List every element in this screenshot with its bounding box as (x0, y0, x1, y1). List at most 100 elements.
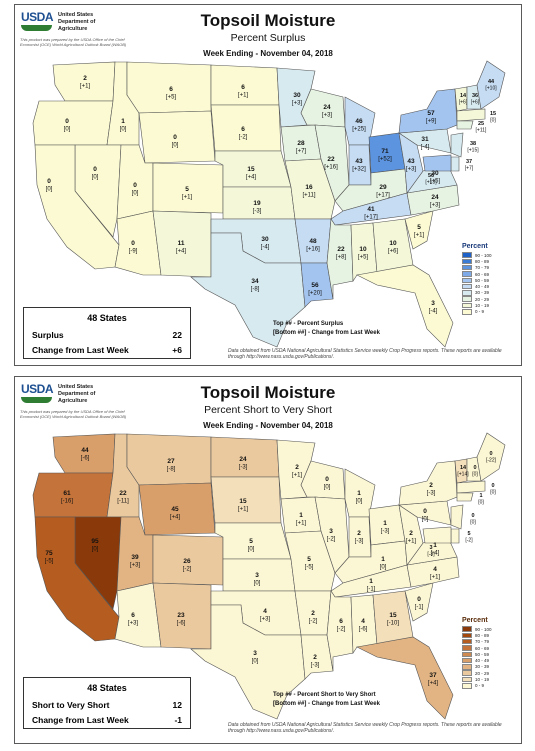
state-value-ne: 5 (249, 538, 253, 545)
state-change-ut: [0] (132, 191, 139, 197)
state-change-in: [+32] (352, 167, 366, 173)
map-subtitle: Percent Short to Very Short (204, 404, 332, 416)
state-value-wv: 2 (409, 530, 413, 537)
state-change-sd: [-2] (239, 135, 248, 141)
legend-label: 60 - 69 (475, 645, 490, 651)
state-value-de: 5 (467, 531, 470, 537)
surplus-panel: USDA United States Department of Agricul… (14, 4, 522, 366)
state-value-mt: 27 (167, 458, 175, 465)
state-value-la: 56 (311, 282, 319, 289)
state-nj (450, 132, 464, 158)
state-value-ks: 3 (255, 572, 259, 579)
state-value-tn: 41 (367, 206, 375, 213)
state-change-md: [+13] (425, 180, 437, 186)
state-change-ok: [-4] (261, 245, 270, 251)
legend-label: 0 - 9 (475, 309, 485, 315)
week-ending: Week Ending - November 04, 2018 (203, 49, 333, 58)
state-change-wa: [-6] (81, 456, 90, 462)
legend-item: 10 - 19 (462, 302, 516, 309)
state-value-ma: 0 (491, 483, 494, 489)
legend-label: 90 - 100 (475, 626, 492, 632)
state-change-ok: [+3] (260, 617, 271, 623)
state-value-ok: 4 (263, 608, 267, 615)
state-change-nh: [+6] (471, 100, 480, 106)
usda-logo: USDA United States Department of Agricul… (20, 382, 150, 406)
state-ny (398, 88, 458, 134)
agency-name: United States Department of Agriculture (58, 384, 96, 404)
state-change-il: [-2] (327, 537, 336, 543)
state-change-nc: [+1] (430, 575, 441, 581)
state-value-id: 22 (119, 490, 127, 497)
state-value-va: 30 (431, 170, 439, 177)
state-change-wa: [+1] (80, 84, 91, 90)
state-change-id: [0] (120, 127, 127, 133)
legend-swatch (462, 626, 472, 632)
state-wy (138, 110, 216, 164)
state-ca (34, 516, 120, 642)
state-value-wy: 45 (171, 506, 179, 513)
state-value-ok: 30 (261, 236, 269, 243)
state-value-sc: 0 (417, 596, 421, 603)
state-value-ca: 0 (47, 178, 51, 185)
state-value-az: 6 (131, 612, 135, 619)
state-change-or: [0] (64, 127, 71, 133)
state-value-ut: 39 (131, 554, 139, 561)
state-nc (406, 184, 460, 216)
legend-item: 20 - 29 (462, 670, 516, 676)
summary-heading: 48 States (87, 313, 127, 323)
legend-label: 30 - 39 (475, 664, 490, 670)
summary-heading: 48 States (87, 683, 127, 693)
legend-swatch (462, 264, 472, 271)
state-value-ga: 15 (389, 612, 397, 619)
legend-item: 30 - 39 (462, 664, 516, 670)
state-value-mn: 30 (293, 92, 301, 99)
state-value-ms: 22 (337, 246, 345, 253)
summary-row-surplus: Surplus 22 (32, 330, 182, 340)
legend-swatch (462, 309, 472, 315)
state-de (450, 156, 460, 172)
state-change-ut: [+3] (130, 563, 141, 569)
state-value-tx: 34 (251, 278, 259, 285)
state-tx (190, 232, 306, 348)
legend-swatch (462, 676, 472, 683)
state-change-mn: [+1] (292, 473, 303, 479)
state-change-nd: [-3] (239, 465, 248, 471)
state-value-pa: 31 (421, 136, 429, 143)
state-value-wa: 44 (81, 447, 89, 454)
state-change-tx: [-8] (251, 287, 260, 293)
state-nd (210, 64, 280, 106)
state-md (422, 154, 452, 172)
state-change-pa: [-4] (421, 145, 430, 151)
short-panel: USDA United States Department of Agricul… (14, 376, 522, 744)
state-ca (34, 144, 120, 270)
state-value-or: 61 (63, 490, 71, 497)
state-change-ar: [-2] (309, 619, 318, 625)
usda-logo-mark: USDA (20, 10, 54, 34)
state-value-ga: 10 (389, 240, 397, 247)
legend-swatch (462, 645, 472, 651)
state-value-ny: 2 (429, 482, 433, 489)
state-value-nd: 6 (241, 84, 245, 91)
legend-swatch (462, 252, 472, 258)
state-change-tn: [-1] (367, 587, 376, 593)
label-key: Top ## - Percent Surplus [Bottom ##] - C… (273, 321, 380, 336)
usda-logo-mark: USDA (20, 382, 54, 406)
summary-row-change: Change from Last Week +6 (32, 345, 182, 355)
summary-row-short: Short to Very Short 12 (32, 700, 182, 710)
legend-swatch (462, 302, 472, 309)
week-ending: Week Ending - November 04, 2018 (203, 421, 333, 430)
state-value-tx: 3 (253, 650, 257, 657)
state-change-vt: [+6] (459, 100, 468, 106)
state-value-mn: 2 (295, 464, 299, 471)
state-value-me: 0 (489, 451, 492, 457)
state-change-ct: [+11] (476, 128, 487, 134)
legend-label: 0 - 9 (475, 683, 485, 689)
state-value-me: 44 (488, 79, 495, 85)
state-change-ia: [+7] (296, 149, 307, 155)
state-value-mt: 6 (169, 86, 173, 93)
state-change-ca: [0] (46, 187, 53, 193)
legend-item: 40 - 49 (462, 657, 516, 664)
state-change-mn: [+3] (292, 101, 303, 107)
legend-item: 40 - 49 (462, 283, 516, 290)
state-value-fl: 3 (431, 300, 435, 307)
